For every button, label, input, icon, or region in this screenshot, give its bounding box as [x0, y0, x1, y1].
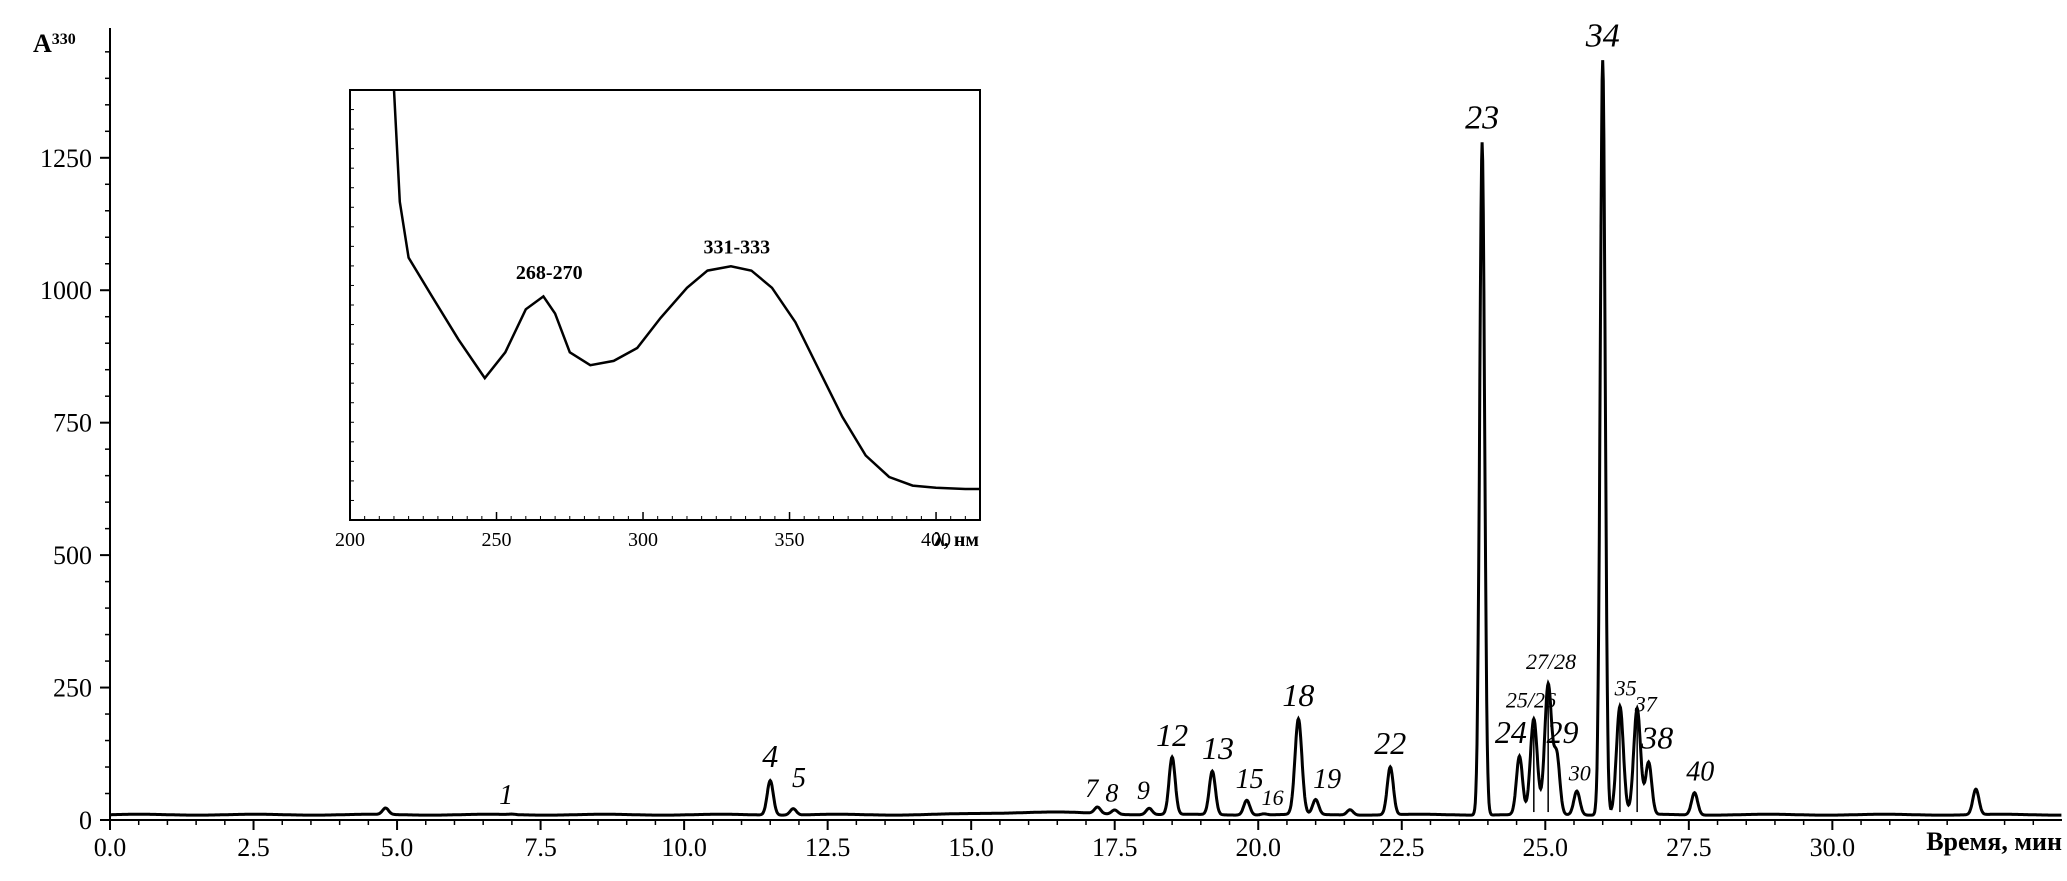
peak-label: 37 [1634, 691, 1658, 716]
peak-label: 34 [1585, 18, 1620, 55]
peak-label: 8 [1105, 778, 1118, 807]
x-tick-label: 30.0 [1810, 833, 1856, 862]
x-tick-label: 17.5 [1092, 833, 1138, 862]
x-tick-label: 7.5 [524, 833, 557, 862]
main-axes: A330 Время, мин [33, 28, 2062, 856]
peak-label: 16 [1262, 785, 1284, 810]
inset-peak-annotation: 268-270 [516, 262, 583, 284]
x-tick-label: 10.0 [661, 833, 707, 862]
inset-x-tick-label: 200 [335, 529, 365, 551]
peak-label: 12 [1156, 717, 1188, 753]
peak-label: 22 [1374, 725, 1406, 761]
peak-label: 29 [1547, 714, 1579, 750]
x-tick-label: 27.5 [1666, 833, 1712, 862]
peak-label: 24 [1495, 714, 1527, 750]
y-tick-label: 1250 [40, 144, 92, 173]
x-tick-label: 20.0 [1235, 833, 1281, 862]
peak-label: 23 [1465, 100, 1499, 137]
peak-label: 4 [762, 738, 778, 774]
chromatogram-trace [110, 60, 2062, 817]
x-tick-label: 15.0 [948, 833, 994, 862]
y-tick-label: 0 [79, 806, 92, 835]
peak-label: 15 [1236, 764, 1264, 795]
x-tick-label: 2.5 [237, 833, 270, 862]
spectrum-trace [392, 89, 980, 491]
x-axis-title: Время, мин [1926, 827, 2062, 856]
inset-x-tick-label: 300 [628, 529, 658, 551]
peak-label: 27/28 [1526, 649, 1576, 674]
x-tick-label: 5.0 [381, 833, 414, 862]
peak-label: 13 [1202, 730, 1234, 766]
inset-ticks: 200 250 300 350 400 [335, 109, 966, 551]
inset-frame [349, 89, 981, 521]
peak-label: 38 [1640, 719, 1673, 755]
x-tick-label: 0.0 [94, 833, 127, 862]
x-tick-label: 25.0 [1523, 833, 1569, 862]
peak-label: 5 [792, 763, 806, 794]
peak-label: 1 [499, 780, 513, 811]
y-tick-label: 1000 [40, 276, 92, 305]
x-tick-label: 22.5 [1379, 833, 1425, 862]
x-tick-label: 12.5 [805, 833, 851, 862]
y-tick-label: 500 [53, 541, 92, 570]
peak-label: 30 [1568, 760, 1591, 785]
inset-annotations: 268-270 331-333 [516, 236, 770, 284]
peak-label: 35 [1614, 676, 1637, 701]
uv-spectrum-inset: 200 250 300 350 400 268-270 331-333 λ, нм [335, 89, 981, 551]
main-ticks: 0.0 2.5 5.0 7.5 10.0 12.5 15.0 17.5 20.0 22.5 25.0… [40, 51, 2035, 862]
inset-x-tick-label: 350 [775, 529, 805, 551]
peak-label: 18 [1282, 677, 1314, 713]
peak-label: 9 [1137, 776, 1150, 805]
peak-label: 7 [1085, 774, 1099, 803]
inset-x-tick-label: 250 [482, 529, 512, 551]
peak-label: 40 [1686, 756, 1714, 787]
peak-label: 19 [1313, 764, 1341, 795]
y-tick-label: 250 [53, 674, 92, 703]
y-tick-label: 750 [53, 409, 92, 438]
inset-peak-annotation: 331-333 [703, 236, 770, 258]
inset-x-tick-label: 400 [921, 529, 951, 551]
inset-x-axis-title: λ, нм [934, 529, 979, 551]
peak-labels: 145 7 8 912 131516181922232425/2627/28293034… [499, 18, 1714, 813]
y-axis-title: A330 [33, 29, 76, 58]
